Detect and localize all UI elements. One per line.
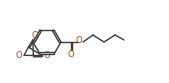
Text: O: O (68, 49, 74, 59)
Text: O: O (16, 51, 22, 60)
Text: O: O (32, 31, 39, 41)
Text: O: O (43, 51, 50, 60)
Text: O: O (76, 36, 82, 45)
